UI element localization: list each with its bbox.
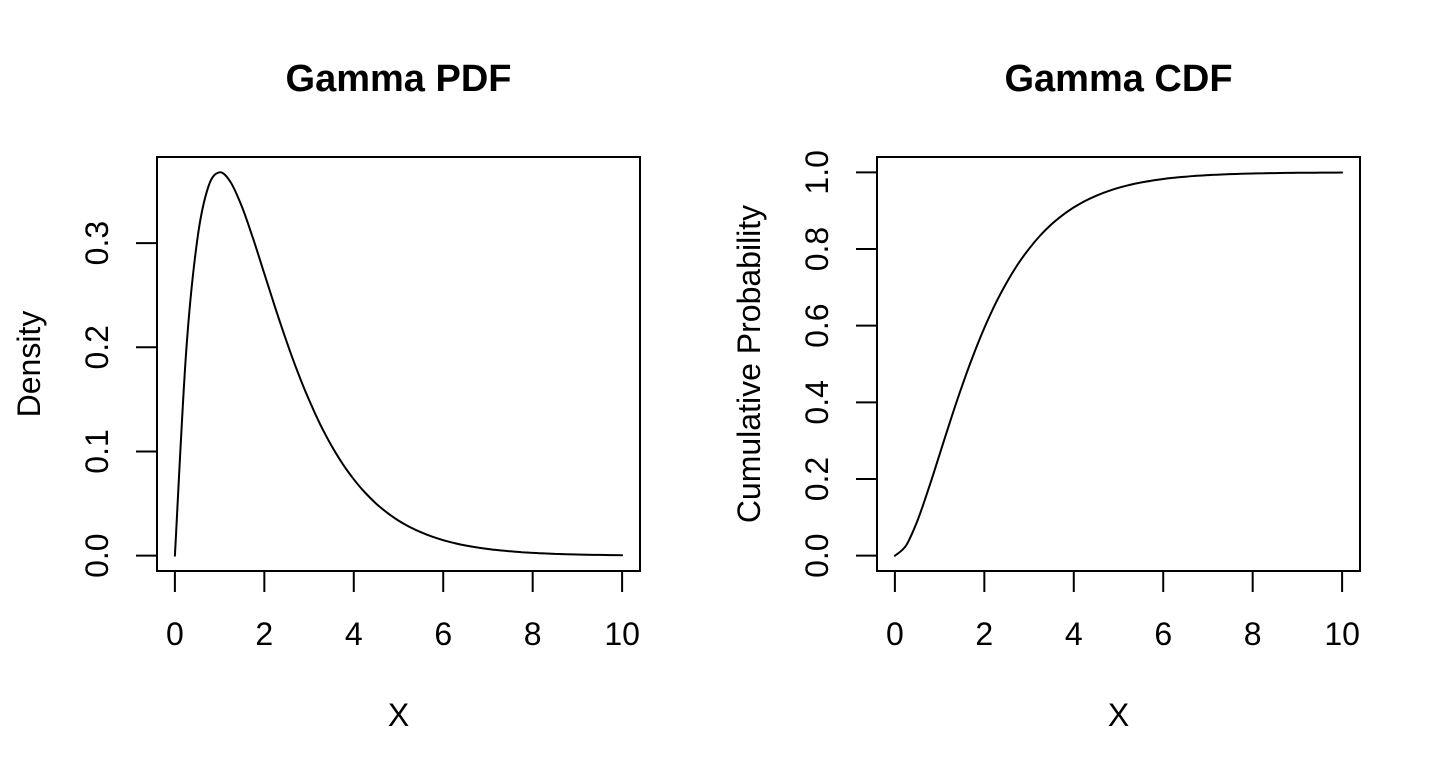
pdf-xlabel: X — [388, 697, 409, 733]
plot-box — [876, 156, 1361, 572]
y-tick-label: 0.3 — [79, 221, 115, 265]
pdf-title: Gamma PDF — [286, 58, 512, 100]
pdf-axes: 0 2 4 6 8 10 0.0 0.1 0.2 0.3 — [79, 221, 640, 652]
y-tick-label: 0.2 — [799, 457, 835, 501]
y-tick-label: 0.1 — [79, 429, 115, 473]
y-tick-label: 0.0 — [799, 533, 835, 577]
cdf-ylabel: Cumulative Probability — [731, 205, 767, 523]
x-tick-label: 4 — [345, 616, 363, 652]
cdf-panel: Gamma CDF X Cumulative Probability 0 2 4 6 8… — [720, 0, 1440, 768]
cdf-axes: 0 2 4 6 8 10 0.0 0.2 0.4 0.6 0.8 1.0 — [799, 150, 1360, 652]
pdf-curve — [173, 171, 624, 557]
pdf-ylabel: Density — [11, 311, 47, 418]
x-tick-label: 10 — [604, 616, 640, 652]
x-tick-label: 2 — [975, 616, 993, 652]
x-tick-label: 2 — [255, 616, 273, 652]
x-tick-label: 8 — [1244, 616, 1262, 652]
x-tick-label: 6 — [434, 616, 452, 652]
x-tick-label: 4 — [1065, 616, 1083, 652]
pdf-panel: Gamma PDF X Density 0 2 4 6 8 10 0.0 0.1 0.2 0.3 — [11, 58, 641, 733]
y-tick-label: 0.0 — [79, 533, 115, 577]
x-tick-label: 0 — [886, 616, 904, 652]
y-tick-label: 1.0 — [799, 150, 835, 194]
y-tick-label: 0.6 — [799, 303, 835, 347]
pdf-plot: Gamma PDF X Density 0 2 4 6 8 10 0.0 0.1 0.2 0.3 — [11, 58, 641, 733]
x-tick-label: 8 — [524, 616, 542, 652]
x-tick-label: 6 — [1154, 616, 1172, 652]
y-tick-label: 0.8 — [799, 227, 835, 271]
y-tick-label: 0.2 — [79, 325, 115, 369]
plot-box — [156, 156, 641, 572]
cdf-xlabel: X — [1108, 697, 1129, 733]
x-tick-label: 0 — [166, 616, 184, 652]
cdf-curve — [893, 171, 1344, 557]
cdf-plot: Gamma CDF X Cumulative Probability 0 2 4 6 8… — [731, 58, 1361, 733]
x-tick-label: 10 — [1324, 616, 1360, 652]
y-tick-label: 0.4 — [799, 380, 835, 424]
cdf-title: Gamma CDF — [1004, 58, 1232, 100]
